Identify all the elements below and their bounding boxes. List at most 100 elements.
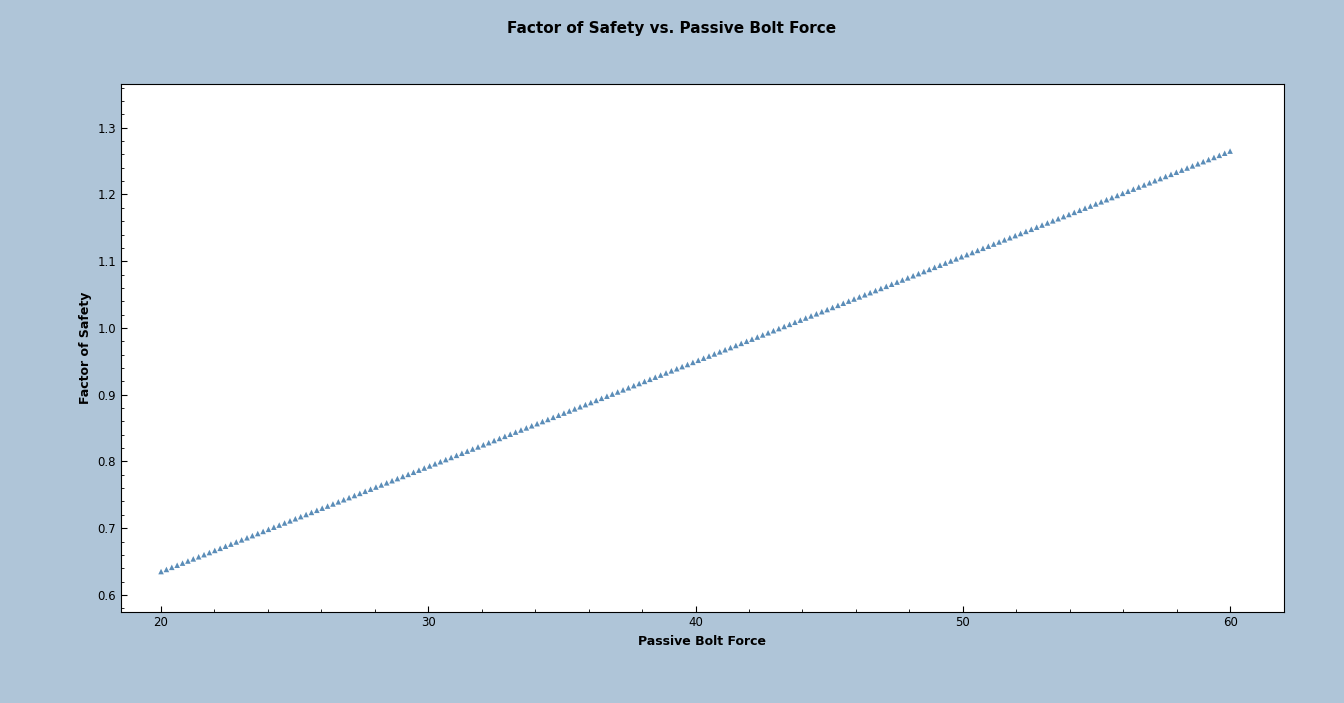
Point	[1219, 146, 1241, 157]
Point	[618, 382, 640, 394]
Point	[650, 370, 672, 381]
Point	[767, 323, 789, 334]
Point	[521, 420, 543, 432]
Point	[575, 399, 597, 411]
Point	[559, 406, 581, 417]
Point	[683, 356, 704, 368]
Point	[613, 385, 634, 396]
Point	[1047, 213, 1068, 224]
Point	[848, 291, 870, 302]
Point	[349, 488, 371, 499]
Point	[1036, 217, 1058, 228]
Point	[204, 545, 226, 556]
Point	[672, 361, 694, 373]
Point	[360, 484, 382, 495]
Point	[934, 257, 956, 269]
Point	[896, 272, 918, 283]
Point	[746, 331, 767, 342]
Point	[945, 253, 966, 264]
Point	[290, 511, 312, 522]
Point	[1192, 156, 1214, 167]
Point	[956, 249, 977, 260]
Point	[602, 389, 624, 400]
Point	[1203, 152, 1224, 163]
Point	[280, 515, 301, 527]
Point	[1074, 202, 1095, 214]
Point	[285, 513, 306, 524]
Point	[1052, 211, 1074, 222]
Point	[194, 549, 215, 560]
Point	[263, 522, 285, 533]
Point	[880, 278, 902, 290]
Point	[1015, 226, 1036, 237]
Point	[800, 310, 821, 321]
Point	[1101, 192, 1122, 203]
Point	[484, 435, 505, 446]
Y-axis label: Factor of Safety: Factor of Safety	[79, 292, 91, 404]
Point	[473, 439, 495, 451]
Point	[339, 492, 360, 503]
Point	[1090, 196, 1111, 207]
Point	[532, 416, 554, 427]
Point	[726, 340, 747, 351]
Point	[694, 352, 715, 363]
Point	[317, 501, 339, 512]
Point	[737, 335, 758, 347]
Point	[720, 342, 742, 353]
Point	[151, 566, 172, 577]
Point	[929, 259, 950, 271]
Point	[366, 482, 387, 493]
Point	[961, 247, 982, 258]
Point	[210, 543, 231, 554]
Point	[231, 534, 253, 546]
Point	[794, 312, 816, 323]
Point	[1025, 221, 1047, 233]
Point	[258, 524, 280, 535]
Point	[640, 374, 661, 385]
Point	[177, 555, 199, 567]
Point	[661, 366, 683, 377]
Point	[1214, 148, 1235, 159]
Point	[1058, 209, 1079, 220]
Point	[392, 471, 414, 482]
Point	[591, 393, 613, 404]
Point	[699, 350, 720, 361]
Point	[886, 276, 907, 288]
Point	[409, 465, 430, 476]
Point	[538, 414, 559, 425]
Point	[1122, 183, 1144, 195]
Point	[403, 467, 425, 478]
Point	[1004, 230, 1025, 241]
Point	[468, 441, 489, 453]
Point	[634, 376, 656, 387]
Point	[564, 404, 586, 415]
Point	[1187, 158, 1208, 169]
Point	[312, 503, 333, 514]
Point	[918, 264, 939, 275]
Point	[478, 437, 500, 449]
Point	[972, 243, 993, 254]
Point	[500, 429, 521, 440]
Point	[789, 314, 810, 325]
Point	[452, 448, 473, 459]
Point	[1128, 181, 1149, 193]
Point	[597, 391, 618, 402]
Point	[1133, 179, 1154, 191]
Point	[237, 532, 258, 543]
Point	[199, 547, 220, 558]
Point	[999, 232, 1020, 243]
Point	[1160, 169, 1181, 180]
Point	[441, 452, 462, 463]
Point	[446, 450, 468, 461]
Point	[843, 293, 864, 304]
Point	[1079, 200, 1101, 212]
Point	[715, 344, 737, 355]
Point	[810, 306, 832, 317]
Point	[430, 456, 452, 467]
Point	[543, 412, 564, 423]
Point	[607, 387, 629, 398]
Point	[323, 498, 344, 510]
Point	[1085, 198, 1106, 209]
Point	[505, 427, 527, 438]
X-axis label: Passive Bolt Force: Passive Bolt Force	[638, 635, 766, 648]
